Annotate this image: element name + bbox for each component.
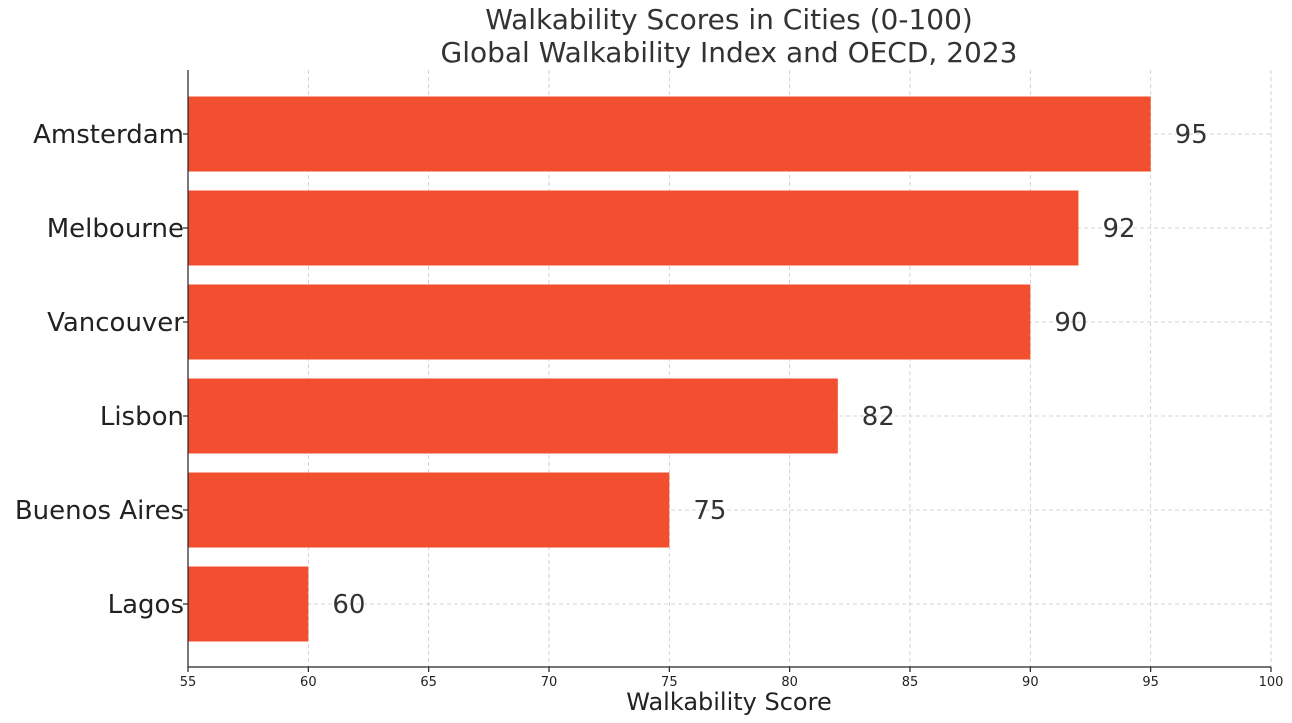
bar-melbourne xyxy=(188,190,1079,266)
bar-lisbon xyxy=(188,378,838,454)
x-axis-label: Walkability Score xyxy=(626,688,831,716)
x-tick-label: 75 xyxy=(661,675,678,690)
data-label: 90 xyxy=(1054,308,1087,338)
bar-buenos-aires xyxy=(188,472,670,548)
x-tick-label: 100 xyxy=(1259,675,1284,690)
x-tick-label: 55 xyxy=(180,675,197,690)
x-tick-label: 95 xyxy=(1142,675,1159,690)
category-label: Vancouver xyxy=(47,308,184,338)
data-label: 82 xyxy=(862,402,895,432)
x-tick-label: 80 xyxy=(781,675,798,690)
x-tick-label: 90 xyxy=(1022,675,1039,690)
category-labels: Amsterdam Melbourne Vancouver Lisbon Buenos … xyxy=(15,120,184,620)
x-tick-label: 65 xyxy=(420,675,437,690)
data-labels: 95 92 90 82 75 60 xyxy=(332,120,1207,620)
data-label: 60 xyxy=(332,590,365,620)
x-tick-label: 85 xyxy=(902,675,919,690)
bar-vancouver xyxy=(188,284,1031,360)
data-label: 75 xyxy=(693,496,726,526)
category-label: Amsterdam xyxy=(33,120,184,150)
bars xyxy=(188,96,1151,642)
x-tick-label: 70 xyxy=(541,675,558,690)
chart-title: Walkability Scores in Cities (0-100) xyxy=(485,3,973,36)
x-tick-labels: 55 60 65 70 75 80 85 90 95 100 xyxy=(180,133,1284,690)
x-tick-label: 60 xyxy=(300,675,317,690)
category-label: Buenos Aires xyxy=(15,496,184,526)
data-label: 92 xyxy=(1102,214,1135,244)
category-label: Lisbon xyxy=(100,402,184,432)
category-label: Melbourne xyxy=(47,214,184,244)
category-label: Lagos xyxy=(108,590,184,620)
bar-amsterdam xyxy=(188,96,1151,172)
chart-subtitle: Global Walkability Index and OECD, 2023 xyxy=(441,36,1018,69)
bar-lagos xyxy=(188,566,309,642)
data-label: 95 xyxy=(1175,120,1208,150)
